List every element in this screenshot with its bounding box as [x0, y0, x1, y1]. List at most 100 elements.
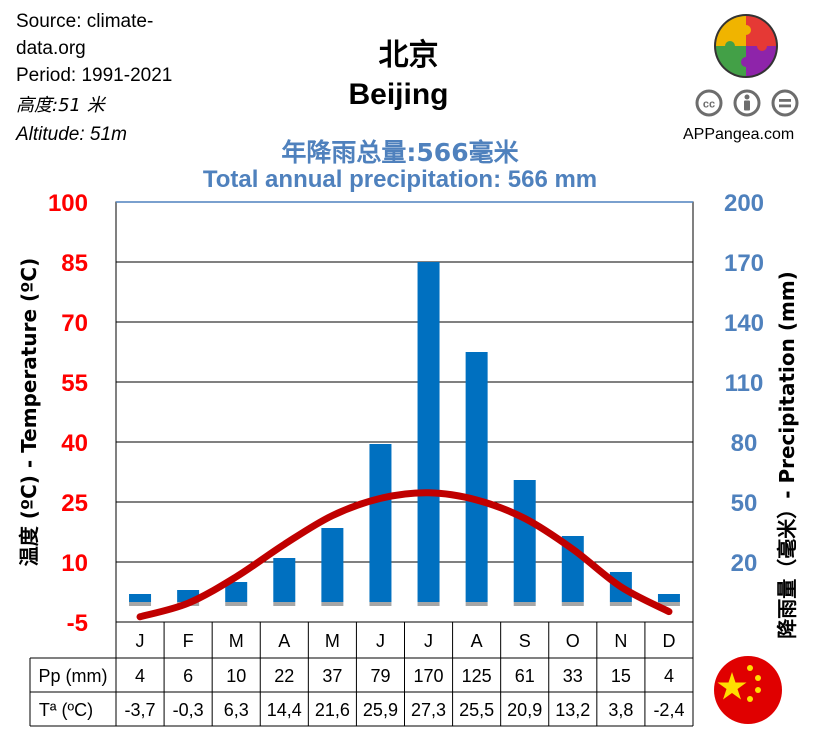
month-label: A — [471, 631, 483, 651]
pp-cell: 10 — [226, 666, 246, 686]
pp-cell: 33 — [563, 666, 583, 686]
grid-lines — [116, 261, 693, 563]
flag-big-star — [717, 672, 747, 700]
appangea-logo-icon — [714, 14, 778, 78]
bar-base — [657, 602, 680, 606]
temp-cell: -3,7 — [125, 700, 156, 720]
chart-title-chinese: 北京 — [378, 38, 439, 73]
pp-cell: 125 — [462, 666, 492, 686]
bar-base — [609, 602, 632, 606]
total-precipitation-chinese: 年降雨总量:566毫米 — [281, 138, 519, 167]
plot-frame — [115, 201, 694, 623]
nd-icon — [771, 89, 799, 117]
pp-cell: 170 — [414, 666, 444, 686]
left-tick-label: 10 — [61, 550, 88, 577]
temp-cell: 25,9 — [363, 700, 398, 720]
temp-cell: 3,8 — [608, 700, 633, 720]
precipitation-bars — [129, 262, 680, 606]
temp-cell: 20,9 — [507, 700, 542, 720]
source-line-2: data.org — [16, 38, 86, 59]
license-icons: cc — [695, 89, 799, 117]
right-tick-label: 200 — [724, 190, 764, 217]
month-label: S — [519, 631, 531, 651]
month-label: F — [183, 631, 194, 651]
right-tick-label: 80 — [731, 430, 758, 457]
china-flag-icon — [714, 656, 782, 724]
bar-base — [369, 602, 392, 606]
svg-text:cc: cc — [703, 99, 715, 111]
temp-cell: 14,4 — [267, 700, 302, 720]
pp-cell: 79 — [370, 666, 390, 686]
left-tick-label: 70 — [61, 310, 88, 337]
precipitation-bar — [657, 594, 680, 602]
altitude-cn-label: 高度:51 米 — [16, 95, 105, 116]
bar-base — [129, 602, 152, 606]
pp-cell: 61 — [515, 666, 535, 686]
left-tick-label: 25 — [61, 490, 88, 517]
pp-cell: 15 — [611, 666, 631, 686]
month-label: M — [325, 631, 340, 651]
precipitation-bar — [225, 582, 248, 602]
right-tick-label: 170 — [724, 250, 764, 277]
total-precipitation-english: Total annual precipitation: 566 mm — [202, 166, 598, 193]
right-tick-label: 50 — [731, 490, 758, 517]
month-label: M — [229, 631, 244, 651]
precipitation-bar — [129, 594, 152, 602]
precipitation-bar — [369, 444, 392, 602]
month-label: D — [662, 631, 675, 651]
flag-small-stars — [747, 665, 761, 702]
right-tick-label: 140 — [724, 310, 764, 337]
left-axis-ticks: -5 10 25 40 55 70 85 100 — [48, 190, 88, 637]
temp-cell: 25,5 — [459, 700, 494, 720]
precipitation-bar — [513, 480, 536, 602]
temp-cell: 27,3 — [411, 700, 446, 720]
bar-base — [561, 602, 584, 606]
precipitation-bar — [273, 558, 296, 602]
bar-base — [321, 602, 344, 606]
site-url: APPangea.com — [683, 126, 795, 143]
right-axis-ticks: 20 50 80 110 140 170 200 — [724, 190, 764, 577]
right-tick-label: 110 — [725, 370, 764, 397]
left-tick-label: 55 — [61, 370, 88, 397]
bar-base — [417, 602, 440, 606]
pp-cell: 4 — [135, 666, 145, 686]
left-tick-label: -5 — [67, 610, 88, 637]
row-label-pp: Pp (mm) — [39, 666, 108, 686]
precipitation-bar — [321, 528, 344, 602]
period-label: Period: 1991-2021 — [16, 65, 173, 86]
row-label-temp: Tª (ºC) — [39, 700, 93, 720]
month-label: J — [424, 631, 433, 651]
chart-title-english: Beijing — [348, 78, 449, 111]
temp-cell: -0,3 — [173, 700, 204, 720]
month-label: O — [566, 631, 580, 651]
temp-cell: -2,4 — [653, 700, 684, 720]
left-tick-label: 100 — [48, 190, 88, 217]
altitude-en-label: Altitude: 51m — [16, 124, 127, 145]
month-label: N — [614, 631, 627, 651]
temp-cell: 6,3 — [224, 700, 249, 720]
bar-base — [225, 602, 248, 606]
precipitation-bar — [417, 262, 440, 602]
bar-base — [513, 602, 536, 606]
bar-base — [273, 602, 296, 606]
month-label: A — [278, 631, 290, 651]
source-line-1: Source: climate- — [16, 11, 154, 32]
temperature-line — [136, 489, 673, 621]
pp-cell: 6 — [183, 666, 193, 686]
month-label: J — [136, 631, 145, 651]
bar-base — [465, 602, 488, 606]
pp-cell: 4 — [664, 666, 674, 686]
temp-cell: 21,6 — [315, 700, 350, 720]
left-tick-label: 40 — [61, 430, 88, 457]
data-table: J F M A M J J A S O N D Pp (mm) Tª (ºC) 4 6 10 22 37 79 170 1… — [29, 621, 694, 727]
left-tick-label: 85 — [61, 250, 88, 277]
cc-icon: cc — [695, 89, 723, 117]
pp-cell: 37 — [322, 666, 342, 686]
left-axis-title: 温度 (ºC) - Temperature (ºC) — [17, 258, 41, 567]
precipitation-bar — [465, 352, 488, 602]
by-icon — [733, 89, 761, 117]
pp-cell: 22 — [274, 666, 294, 686]
right-tick-label: 20 — [731, 550, 758, 577]
right-axis-title: 降雨量（毫米）- Precipitation (mm) — [775, 271, 799, 639]
